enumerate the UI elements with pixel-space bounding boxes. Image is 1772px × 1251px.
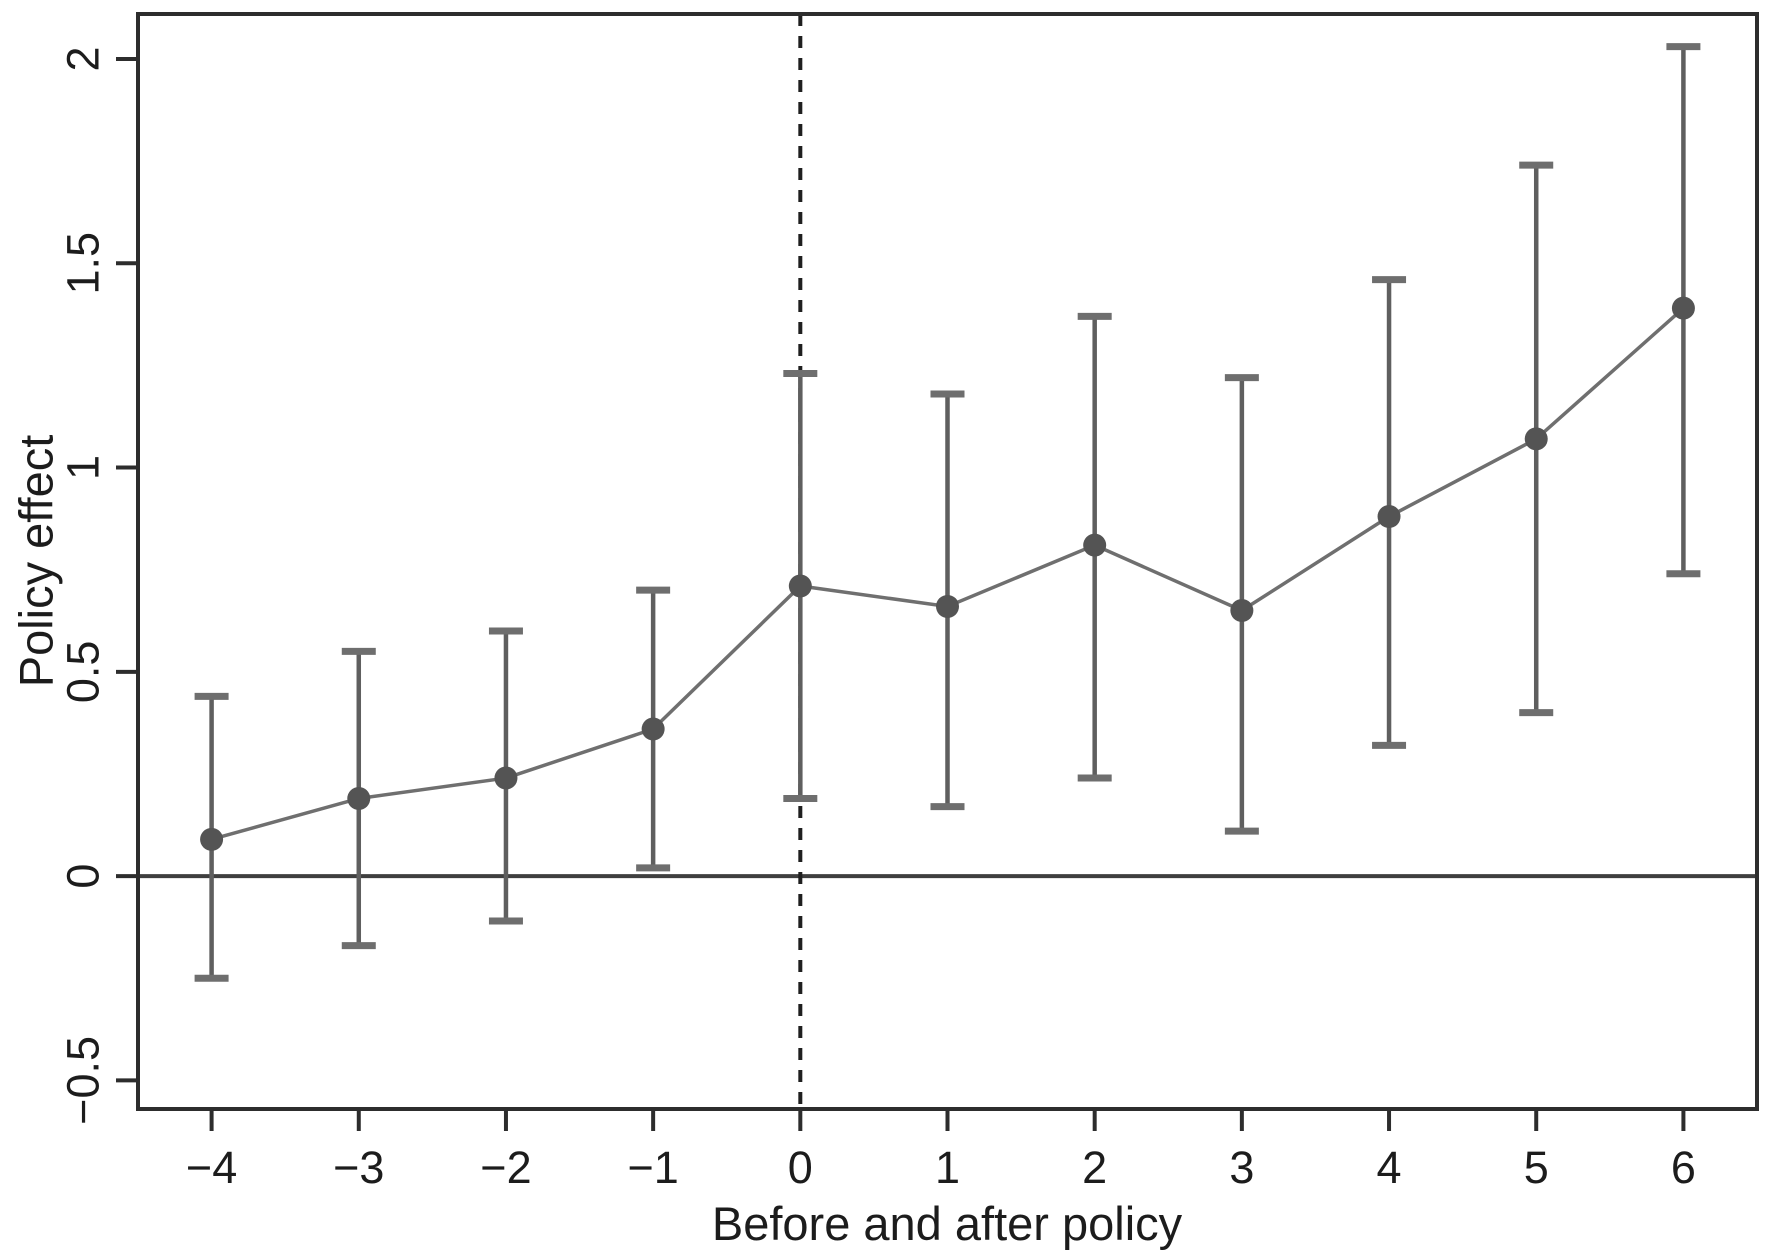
x-tick-label: −2 <box>480 1142 531 1193</box>
data-point-marker <box>1230 599 1254 623</box>
data-point-marker <box>1377 505 1401 529</box>
data-point-marker <box>200 827 224 851</box>
data-point-marker <box>1083 533 1107 557</box>
data-point-marker <box>494 766 518 790</box>
data-point-marker <box>641 717 665 741</box>
x-tick-label: 0 <box>788 1142 813 1193</box>
x-tick-label: −4 <box>186 1142 237 1193</box>
y-tick-label: 2 <box>58 46 109 71</box>
x-tick-label: −3 <box>333 1142 384 1193</box>
y-tick-label: 1.5 <box>58 232 109 295</box>
y-tick-label: 0 <box>58 864 109 889</box>
x-tick-label: 5 <box>1524 1142 1549 1193</box>
x-tick-label: −1 <box>627 1142 678 1193</box>
data-point-marker <box>788 574 812 598</box>
x-tick-label: 3 <box>1229 1142 1254 1193</box>
x-tick-label: 1 <box>935 1142 960 1193</box>
data-point-marker <box>1524 427 1548 451</box>
y-tick-label: −0.5 <box>58 1036 109 1125</box>
y-tick-label: 0.5 <box>58 641 109 704</box>
y-tick-label: 1 <box>58 455 109 480</box>
data-point-marker <box>347 786 371 810</box>
data-point-marker <box>936 594 959 618</box>
x-axis-title: Before and after policy <box>712 1197 1183 1250</box>
y-axis-title: Policy effect <box>9 435 62 688</box>
x-tick-label: 6 <box>1671 1142 1696 1193</box>
x-tick-label: 4 <box>1377 1142 1402 1193</box>
x-tick-label: 2 <box>1082 1142 1107 1193</box>
data-point-marker <box>1671 296 1695 320</box>
